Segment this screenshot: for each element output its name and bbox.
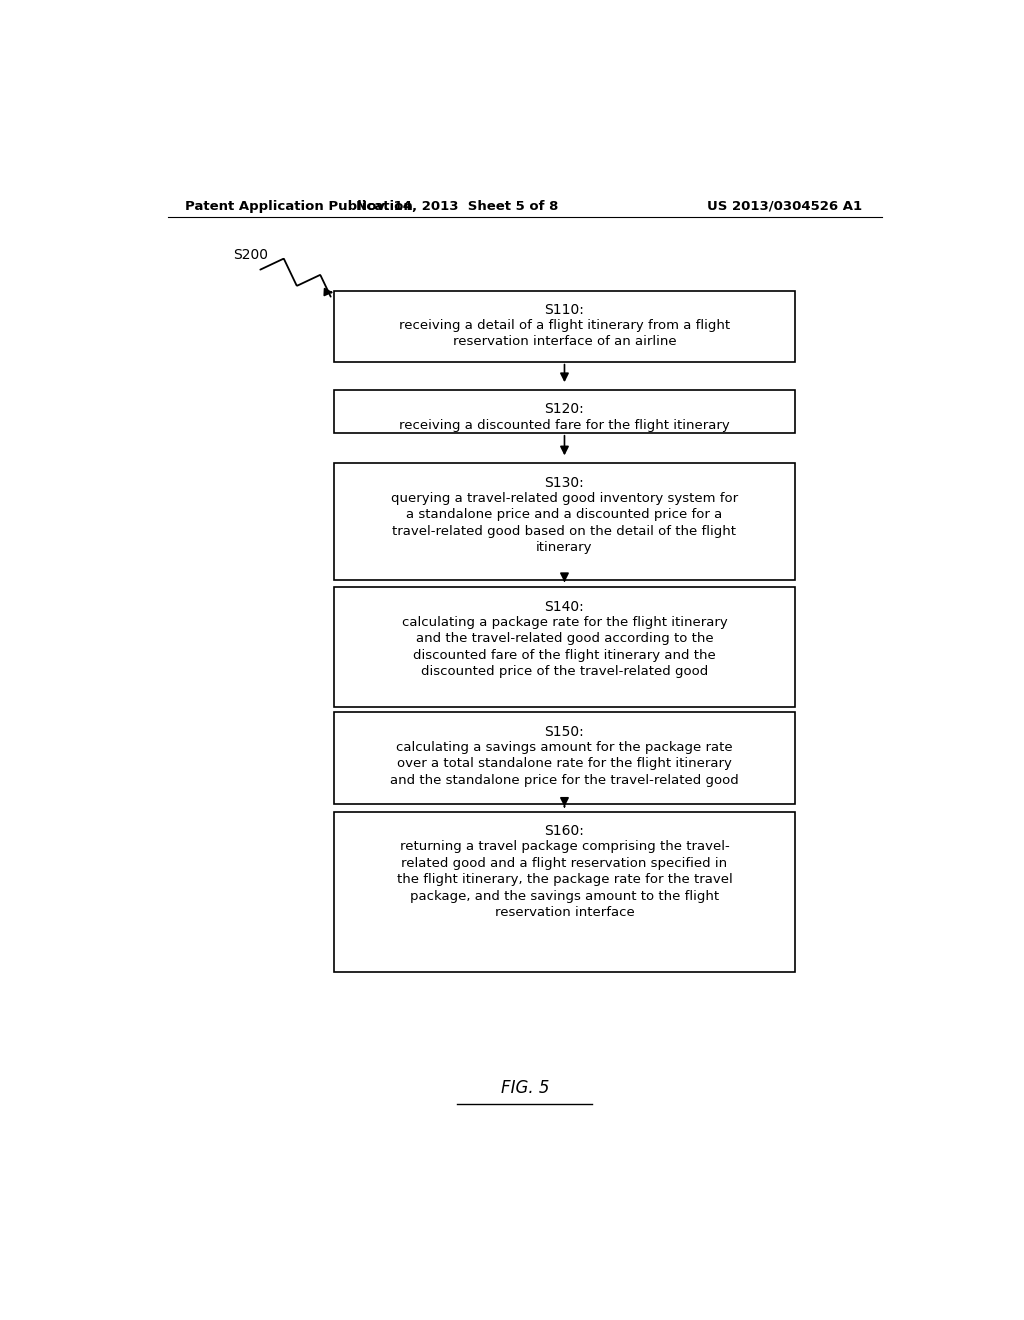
Text: querying a travel-related good inventory system for
a standalone price and a dis: querying a travel-related good inventory… [391, 492, 738, 554]
Text: returning a travel package comprising the travel-
related good and a flight rese: returning a travel package comprising th… [396, 841, 732, 920]
Bar [334, 290, 795, 362]
Text: S130:: S130: [545, 475, 585, 490]
Text: S110:: S110: [545, 302, 585, 317]
Bar [334, 463, 795, 581]
Bar [334, 812, 795, 972]
Text: S120:: S120: [545, 403, 585, 416]
Bar [334, 391, 795, 433]
Text: Patent Application Publication: Patent Application Publication [185, 199, 413, 213]
Bar [334, 713, 795, 804]
Text: receiving a discounted fare for the flight itinerary: receiving a discounted fare for the flig… [399, 418, 730, 432]
Text: receiving a detail of a flight itinerary from a flight
reservation interface of : receiving a detail of a flight itinerary… [399, 319, 730, 348]
Text: S140:: S140: [545, 599, 585, 614]
Text: calculating a savings amount for the package rate
over a total standalone rate f: calculating a savings amount for the pac… [390, 741, 739, 787]
Text: Nov. 14, 2013  Sheet 5 of 8: Nov. 14, 2013 Sheet 5 of 8 [356, 199, 558, 213]
Text: S200: S200 [232, 248, 267, 261]
Text: S160:: S160: [545, 824, 585, 838]
Text: FIG. 5: FIG. 5 [501, 1080, 549, 1097]
Text: calculating a package rate for the flight itinerary
and the travel-related good : calculating a package rate for the fligh… [401, 616, 727, 678]
Text: US 2013/0304526 A1: US 2013/0304526 A1 [707, 199, 862, 213]
Bar [334, 587, 795, 708]
Text: S150:: S150: [545, 725, 585, 738]
